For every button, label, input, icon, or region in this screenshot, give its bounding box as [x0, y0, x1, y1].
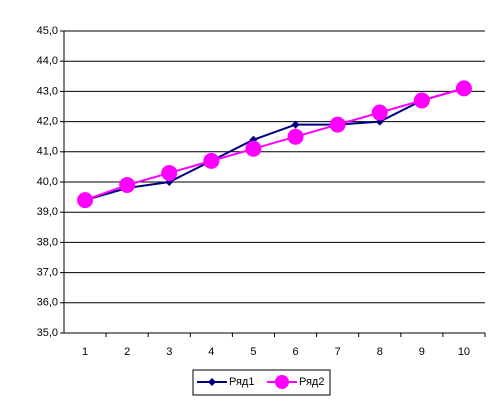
x-tick-label: 9 — [419, 346, 425, 358]
x-tick-label: 1 — [82, 346, 88, 358]
y-tick-label: 40,0 — [37, 176, 58, 188]
marker — [291, 120, 300, 129]
marker — [329, 116, 346, 133]
marker — [77, 192, 94, 209]
y-tick-label: 45,0 — [37, 25, 58, 37]
y-tick-label: 36,0 — [37, 297, 58, 309]
series-line — [84, 87, 465, 202]
y-tick-label: 42,0 — [37, 116, 58, 128]
legend-marker — [208, 378, 216, 386]
y-tick-label: 37,0 — [37, 267, 58, 279]
x-tick-label: 7 — [335, 346, 341, 358]
series-line — [84, 87, 465, 202]
x-tick-label: 3 — [166, 346, 172, 358]
marker — [287, 128, 304, 145]
legend-label: Ряд2 — [299, 376, 324, 388]
x-tick-label: 8 — [377, 346, 383, 358]
y-tick-label: 39,0 — [37, 206, 58, 218]
y-tick-label: 35,0 — [37, 327, 58, 339]
y-tick-label: 43,0 — [37, 85, 58, 97]
marker — [161, 164, 178, 181]
y-tick-label: 38,0 — [37, 236, 58, 248]
marker — [371, 104, 388, 121]
marker — [413, 92, 430, 109]
x-tick-label: 6 — [292, 346, 298, 358]
marker — [203, 152, 220, 169]
marker — [455, 80, 472, 97]
marker — [119, 177, 136, 194]
x-tick-label: 5 — [250, 346, 256, 358]
legend-label: Ряд1 — [229, 376, 254, 388]
y-tick-label: 41,0 — [37, 146, 58, 158]
x-tick-label: 2 — [124, 346, 130, 358]
marker — [245, 140, 262, 157]
x-tick-label: 4 — [208, 346, 214, 358]
x-tick-label: 10 — [458, 346, 470, 358]
legend-marker — [275, 375, 289, 389]
y-tick-label: 44,0 — [37, 55, 58, 67]
